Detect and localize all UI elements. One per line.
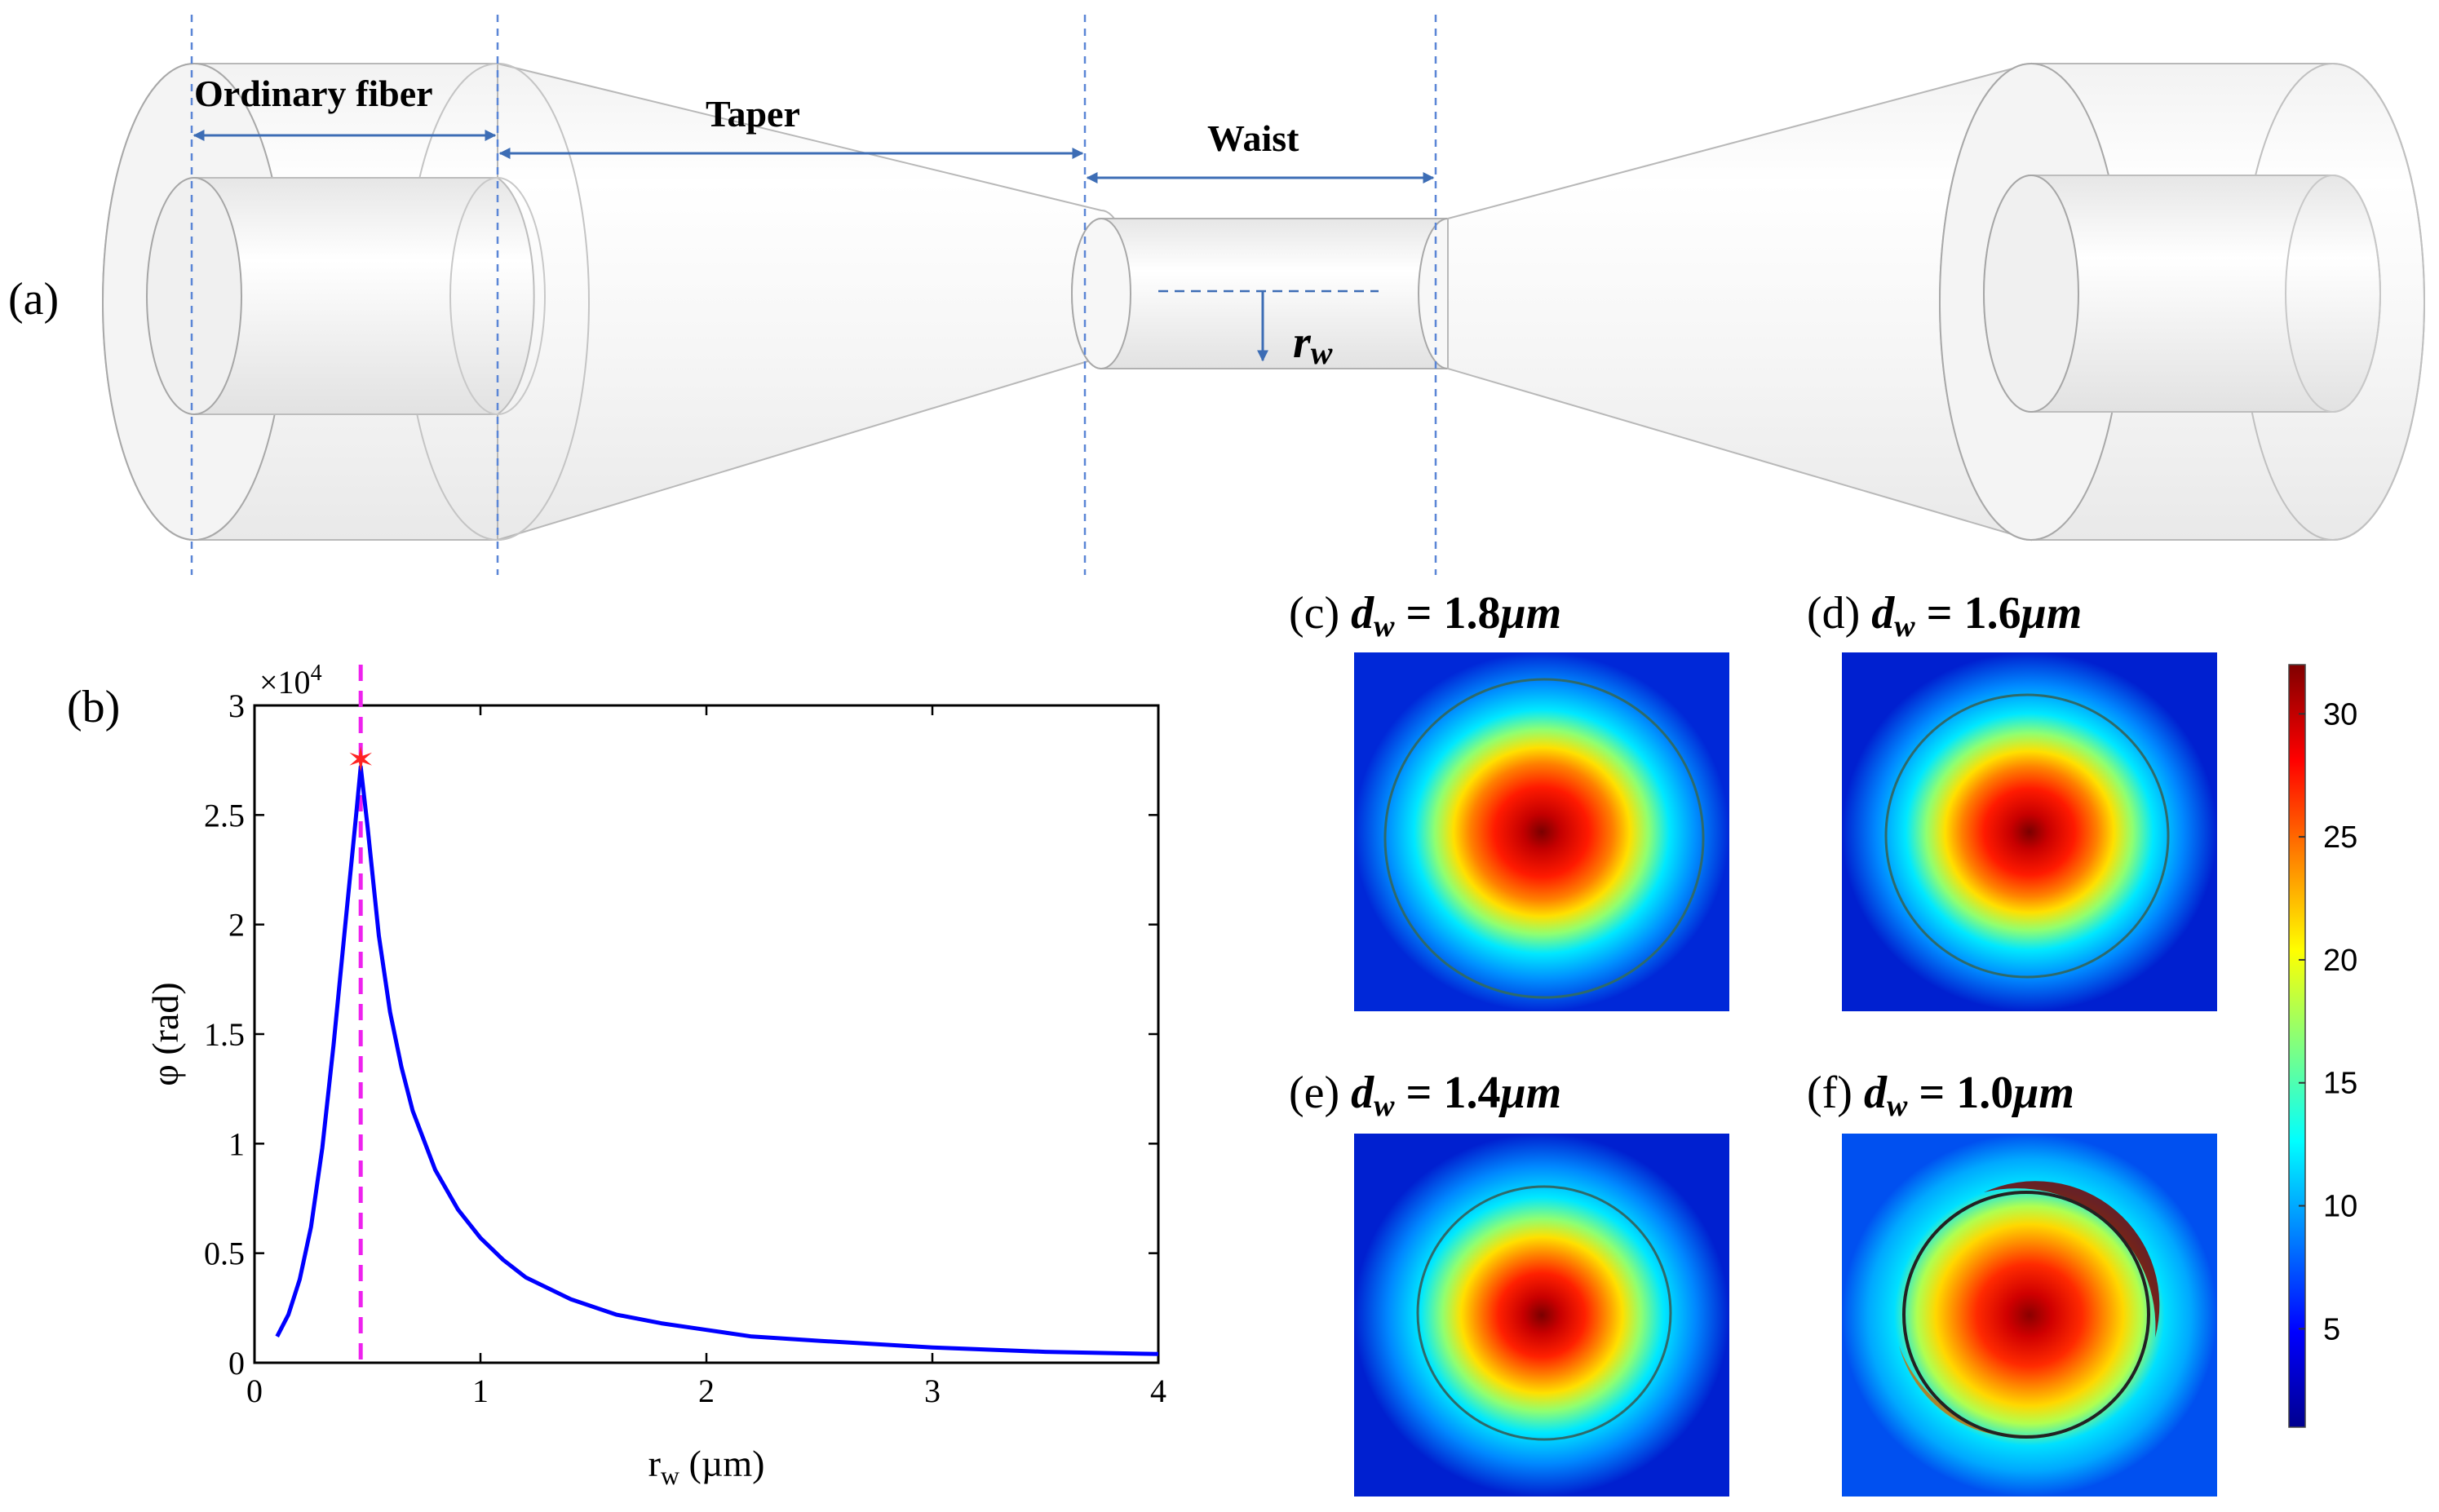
peak-star-marker: ✶ (347, 742, 375, 780)
map-f-fiber-boundary (1902, 1191, 2150, 1439)
phi-curve (275, 764, 1159, 1356)
plot-area: 0 0.5 1 1.5 2 2.5 3 0 1 2 3 4 ✶ (204, 665, 1166, 1409)
panel-f: (f) dw = 1.0μm (1807, 1068, 2217, 1497)
y-tick-label: 2 (228, 907, 245, 944)
colorbar-ticks: 5 10 15 20 25 30 (2299, 697, 2357, 1346)
panel-e: (e) dw = 1.4μm (1289, 1068, 1729, 1497)
right-core-face (1983, 175, 2079, 413)
radius-label: rw (1293, 317, 1333, 371)
y-tick-label: 1.5 (204, 1016, 245, 1053)
colorbar: 5 10 15 20 25 30 (2288, 664, 2357, 1428)
colorbar-tick-label: 10 (2323, 1190, 2357, 1224)
panel-d: (d) dw = 1.6μm (1807, 588, 2217, 1011)
ordinary-fiber-label: Ordinary fiber (194, 73, 433, 114)
map-c-field (1354, 652, 1729, 1011)
y-tick-label: 2.5 (204, 797, 245, 833)
map-d-title: (d) dw = 1.6μm (1807, 588, 2082, 643)
panel-c: (c) dw = 1.8μm (1289, 588, 1729, 1011)
x-axis-ticks: 0 1 2 3 4 (246, 705, 1166, 1409)
y-tick-label: 0 (228, 1345, 245, 1382)
exponent-label: ×104 (259, 661, 322, 701)
map-e-field (1354, 1134, 1729, 1497)
map-c-fiber-boundary (1383, 678, 1705, 999)
colorbar-gradient (2288, 664, 2306, 1428)
colorbar-tick-label: 20 (2323, 944, 2357, 978)
y-tick-label: 3 (228, 687, 245, 724)
panel-b-label: (b) (67, 682, 120, 732)
x-axis-label-unit: (µm) (679, 1443, 764, 1484)
map-e-title: (e) dw = 1.4μm (1289, 1068, 1561, 1123)
x-tick-label: 2 (698, 1373, 715, 1409)
left-core-end-face (146, 177, 242, 415)
map-d-fiber-boundary (1884, 693, 2170, 979)
colorbar-tick-label: 30 (2323, 697, 2357, 732)
y-axis-ticks: 0 0.5 1 1.5 2 2.5 3 (204, 687, 1158, 1382)
colorbar-tick-label: 25 (2323, 820, 2357, 855)
waist-body (1071, 218, 1478, 369)
x-tick-label: 3 (924, 1373, 941, 1409)
y-tick-label: 1 (228, 1125, 245, 1162)
plot-frame (253, 704, 1160, 1364)
panel-a-label: (a) (8, 274, 59, 325)
radius-label-subscript: w (1311, 334, 1333, 371)
left-taper (497, 62, 1131, 542)
panel-b: (b) ×104 0 0.5 1 1.5 2 2.5 3 0 1 2 3 4 ✶ φ (rad) r… (67, 661, 1166, 1490)
waist-left-face (1071, 218, 1131, 369)
y-axis-label: φ (rad) (144, 982, 186, 1085)
x-tick-label: 1 (472, 1373, 489, 1409)
right-core-end-ring (2285, 175, 2381, 413)
x-tick-label: 0 (246, 1373, 263, 1409)
colorbar-tick-label: 15 (2323, 1067, 2357, 1101)
map-e-fiber-boundary (1416, 1185, 1672, 1441)
x-tick-label: 4 (1150, 1373, 1166, 1409)
map-f-title: (f) dw = 1.0μm (1807, 1068, 2074, 1123)
map-f-upper-crescent (1984, 1181, 2160, 1337)
x-axis-label-subscript: w (661, 1461, 679, 1490)
map-d-field (1842, 652, 2217, 1011)
panel-a: (a) Ordinary fiber Taper Waist rw (8, 15, 2425, 575)
left-core-inner-ring (449, 177, 546, 415)
x-axis-label: rw (µm) (648, 1443, 765, 1490)
exponent-power: 4 (311, 661, 322, 686)
waist-label: Waist (1207, 117, 1299, 159)
map-c-title: (c) dw = 1.8μm (1289, 588, 1561, 643)
colorbar-tick-label: 5 (2323, 1312, 2340, 1346)
y-tick-label: 0.5 (204, 1236, 245, 1272)
taper-label: Taper (706, 93, 800, 135)
